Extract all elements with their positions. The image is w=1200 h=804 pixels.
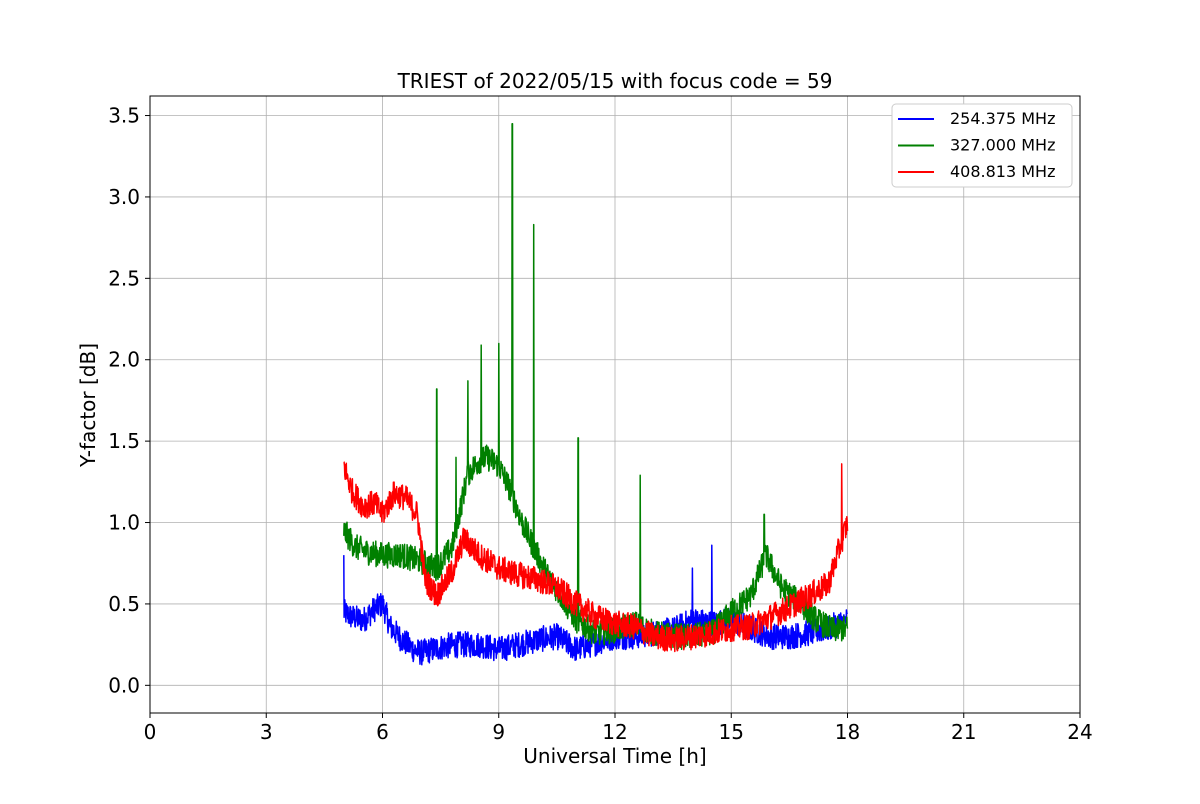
x-tick-label: 18 xyxy=(835,720,860,744)
series-lines xyxy=(343,122,849,666)
x-tick-label: 6 xyxy=(376,720,389,744)
x-tick-label: 15 xyxy=(719,720,744,744)
chart-title: TRIEST of 2022/05/15 with focus code = 5… xyxy=(397,69,833,93)
legend-label-1: 254.375 MHz xyxy=(950,109,1055,128)
y-tick-label: 0.5 xyxy=(108,592,140,616)
legend-label-2: 327.000 MHz xyxy=(950,136,1055,155)
axes: 0 3 6 9 12 15 18 21 24 0.0 0.5 1.0 1.5 2.0 2.5 3.0 3.5 xyxy=(108,104,1093,744)
y-tick-label: 3.5 xyxy=(108,104,140,128)
legend-label-3: 408.813 MHz xyxy=(950,162,1055,181)
y-axis-label: Y-factor [dB] xyxy=(76,343,100,468)
x-axis-label: Universal Time [h] xyxy=(523,744,706,768)
y-tick-label: 2.5 xyxy=(108,266,140,290)
x-tick-label: 24 xyxy=(1067,720,1092,744)
x-tick-label: 9 xyxy=(492,720,505,744)
x-tick-label: 3 xyxy=(260,720,273,744)
y-tick-label: 0.0 xyxy=(108,673,140,697)
legend-box xyxy=(891,103,1073,188)
x-tick-label: 21 xyxy=(951,720,976,744)
series-line-3 xyxy=(343,461,849,653)
y-tick-label: 1.0 xyxy=(108,511,140,535)
x-tick-label: 12 xyxy=(602,720,627,744)
y-tick-label: 2.0 xyxy=(108,348,140,372)
y-tick-label: 3.0 xyxy=(108,185,140,209)
legend: 254.375 MHz 327.000 MHz 408.813 MHz xyxy=(891,103,1073,188)
y-tick-label: 1.5 xyxy=(108,429,140,453)
series-line-1 xyxy=(343,544,848,666)
x-tick-label: 0 xyxy=(144,720,157,744)
